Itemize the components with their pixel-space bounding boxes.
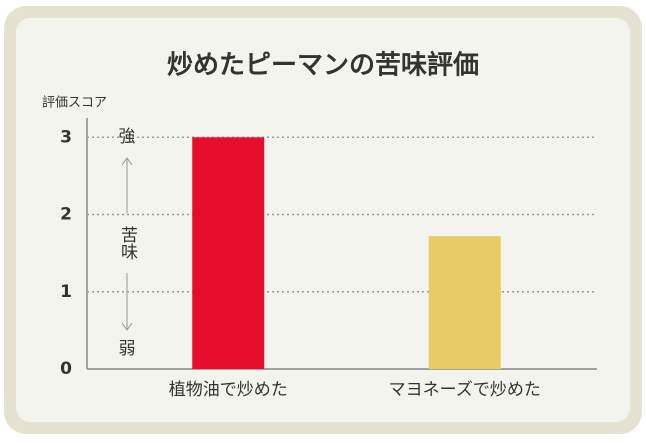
y-tick-label: 0 [60,359,72,379]
x-tick-label: 植物油で炒めた [169,380,288,400]
bar [428,236,501,369]
y-axis-label: 評価スコア [42,96,107,111]
annotation-weak: 弱 [119,339,136,359]
annotation-bitterness: 苦味 [117,226,137,260]
x-tick-label: マヨネーズで炒めた [389,380,541,400]
bar [192,137,265,369]
arrow-down-head [121,322,133,331]
chart-title: 炒めたピーマンの苦味評価 [167,50,479,81]
y-tick-label: 1 [60,282,72,302]
y-tick-label: 2 [60,205,72,225]
arrow-up-head [121,157,133,166]
y-tick-label: 3 [60,127,72,147]
